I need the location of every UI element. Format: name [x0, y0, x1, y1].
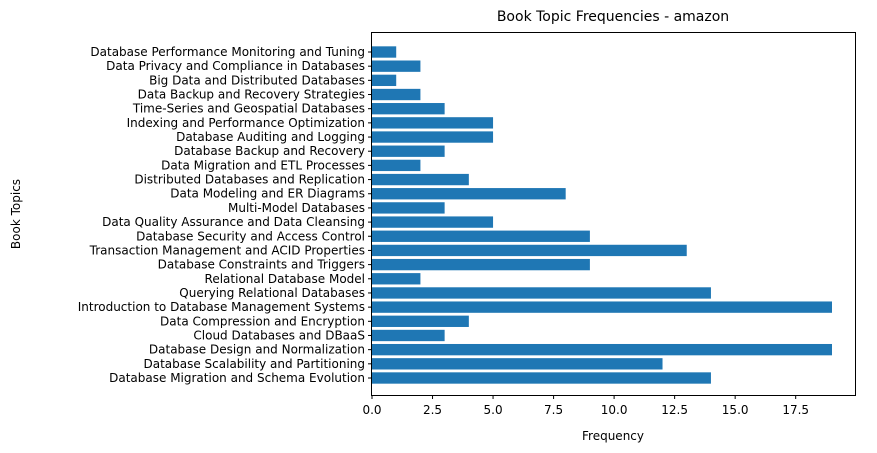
x-tick-label: 12.5: [661, 403, 688, 417]
bar: [372, 131, 494, 143]
category-label: Database Performance Monitoring and Tuni…: [90, 45, 365, 59]
category-label: Database Auditing and Logging: [176, 130, 365, 144]
chart-title: Book Topic Frequencies - amazon: [497, 9, 729, 25]
category-label: Indexing and Performance Optimization: [127, 116, 365, 130]
x-tick-label: 5.0: [484, 403, 503, 417]
x-ticks-group: 0.0 2.5 5.0 7.5 10.0 12.5 15.0 17.5: [362, 395, 809, 417]
bar: [372, 287, 711, 299]
category-label: Data Quality Assurance and Data Cleansin…: [102, 215, 365, 229]
bar: [372, 372, 711, 384]
category-label: Multi-Model Databases: [228, 201, 365, 215]
category-label: Big Data and Distributed Databases: [149, 73, 365, 87]
category-label: Database Migration and Schema Evolution: [109, 371, 365, 385]
x-tick-label: 2.5: [423, 403, 442, 417]
bar: [372, 173, 469, 186]
bar: [372, 88, 421, 101]
category-label: Database Scalability and Partitioning: [143, 357, 365, 371]
x-tick-label: 10.0: [601, 403, 628, 417]
bar: [372, 145, 445, 157]
bar: [372, 188, 566, 200]
bar: [372, 216, 494, 228]
bar: [372, 258, 590, 271]
category-label: Database Backup and Recovery: [174, 144, 365, 158]
category-label: Transaction Management and ACID Properti…: [89, 243, 365, 257]
bar: [372, 103, 445, 115]
x-tick-label: 15.0: [722, 403, 749, 417]
category-label: Cloud Databases and DBaaS: [193, 328, 365, 342]
bar: [372, 301, 832, 313]
category-label: Data Compression and Encryption: [160, 314, 365, 328]
bars-group: [372, 46, 832, 384]
category-label: Database Security and Access Control: [136, 229, 365, 243]
category-label: Database Design and Normalization: [149, 343, 365, 357]
x-axis-title: Frequency: [582, 429, 644, 443]
category-label: Querying Relational Databases: [179, 286, 365, 300]
bar: [372, 74, 397, 87]
category-label: Data Modeling and ER Diagrams: [170, 187, 365, 201]
bar: [372, 60, 421, 72]
bar: [372, 358, 663, 370]
bar: [372, 329, 445, 342]
x-tick-label: 0.0: [362, 403, 381, 417]
category-label: Introduction to Database Management Syst…: [78, 300, 365, 314]
category-label: Distributed Databases and Replication: [134, 173, 365, 187]
x-tick-label: 7.5: [544, 403, 563, 417]
bar: [372, 117, 494, 129]
y-axis-title: Book Topics: [9, 179, 23, 249]
category-label: Time-Series and Geospatial Databases: [132, 102, 365, 116]
bar: [372, 273, 421, 285]
category-label: Data Migration and ETL Processes: [161, 158, 365, 172]
category-label: Database Constraints and Triggers: [158, 258, 365, 272]
category-label: Data Privacy and Compliance in Databases: [106, 59, 365, 73]
category-label: Relational Database Model: [205, 272, 365, 286]
bar: [372, 244, 687, 257]
bar: [372, 159, 421, 172]
bar: [372, 202, 445, 214]
x-tick-label: 17.5: [782, 403, 809, 417]
bar: [372, 343, 832, 356]
bar: [372, 46, 397, 58]
bar: [372, 230, 590, 242]
category-labels-group: Database Migration and Schema EvolutionD…: [78, 45, 372, 385]
plot-frame: [371, 32, 856, 396]
category-label: Data Backup and Recovery Strategies: [138, 88, 365, 102]
bar: [372, 315, 469, 327]
